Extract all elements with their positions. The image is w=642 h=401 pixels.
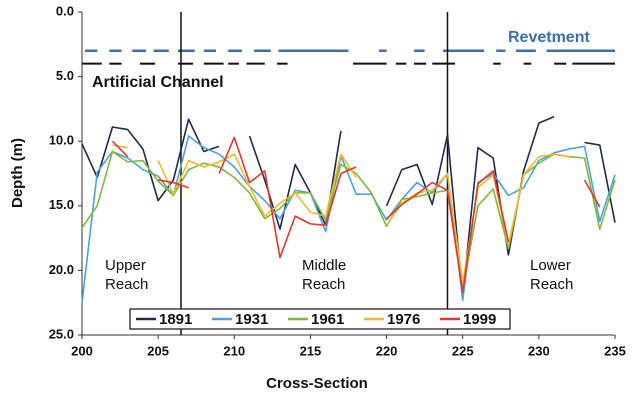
legend-label: 1999 bbox=[463, 311, 496, 328]
series-line bbox=[112, 145, 599, 283]
reach-label-line: Reach bbox=[530, 276, 573, 293]
channel-label: Artificial Channel bbox=[92, 74, 224, 91]
revetment-label: Revetment bbox=[508, 29, 590, 46]
y-tick-label: 25.0 bbox=[49, 326, 74, 341]
legend-label: 1931 bbox=[235, 311, 268, 328]
reach-label: Lower Reach bbox=[530, 257, 573, 293]
x-tick-label: 235 bbox=[604, 343, 626, 358]
x-tick-label: 215 bbox=[300, 343, 322, 358]
reach-label-line: Middle bbox=[302, 257, 346, 274]
y-tick-label: 15.0 bbox=[49, 197, 74, 212]
y-tick-label: 20.0 bbox=[49, 262, 74, 277]
y-tick-label: 10.0 bbox=[49, 133, 74, 148]
y-axis-title: Depth (m) bbox=[9, 138, 26, 208]
x-tick-label: 200 bbox=[71, 343, 93, 358]
reach-label-line: Reach bbox=[105, 276, 148, 293]
reach-label: Upper Reach bbox=[105, 257, 148, 293]
x-tick-label: 220 bbox=[376, 343, 398, 358]
reach-label-line: Lower bbox=[530, 257, 571, 274]
legend-label: 1961 bbox=[311, 311, 344, 328]
reach-label: Middle Reach bbox=[302, 257, 346, 293]
x-tick-label: 225 bbox=[452, 343, 474, 358]
x-tick-label: 230 bbox=[528, 343, 550, 358]
legend-box bbox=[129, 308, 511, 330]
x-axis-title: Cross-Section bbox=[266, 375, 368, 392]
x-tick-label: 205 bbox=[147, 343, 169, 358]
series-line bbox=[111, 136, 601, 294]
reach-label-line: Reach bbox=[302, 276, 345, 293]
legend-label: 1891 bbox=[159, 311, 192, 328]
legend-label: 1976 bbox=[387, 311, 420, 328]
series-line bbox=[81, 115, 616, 298]
reach-label-line: Upper bbox=[105, 257, 146, 274]
y-tick-label: 5.0 bbox=[56, 68, 74, 83]
y-tick-label: 0.0 bbox=[56, 3, 74, 18]
x-tick-label: 210 bbox=[223, 343, 245, 358]
